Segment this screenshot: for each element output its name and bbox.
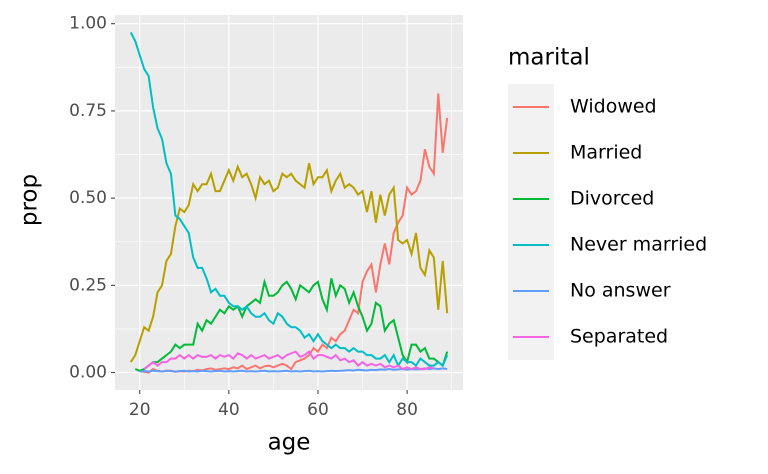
series-line — [143, 350, 435, 371]
series-line — [129, 31, 449, 368]
x-tick-label: 60 — [307, 400, 329, 420]
series-line — [134, 277, 449, 372]
legend-label: Widowed — [570, 96, 657, 118]
y-tick-label: 0.50 — [69, 188, 107, 208]
x-tick-label: 80 — [396, 400, 418, 420]
x-tick-label: 40 — [218, 400, 240, 420]
legend-label: No answer — [570, 280, 671, 302]
y-axis-title: prop — [17, 174, 43, 226]
lines — [129, 31, 449, 374]
x-tick-label: 20 — [129, 400, 151, 420]
x-axis-title: age — [268, 430, 311, 456]
series-line — [129, 163, 449, 363]
y-tick-label: 0.00 — [69, 363, 107, 383]
series-line — [139, 367, 448, 373]
panel — [115, 15, 463, 390]
legend-label: Divorced — [570, 188, 654, 210]
y-tick-label: 0.25 — [69, 275, 107, 295]
legend-label: Married — [570, 142, 642, 164]
y-tick-label: 1.00 — [69, 14, 107, 34]
legend-label: Never married — [570, 234, 707, 256]
legend-label: Separated — [570, 326, 668, 348]
y-tick-label: 0.75 — [69, 101, 107, 121]
legend-title: marital — [508, 45, 590, 71]
legend: Widowed Married Divorced Never married No an… — [508, 84, 707, 360]
